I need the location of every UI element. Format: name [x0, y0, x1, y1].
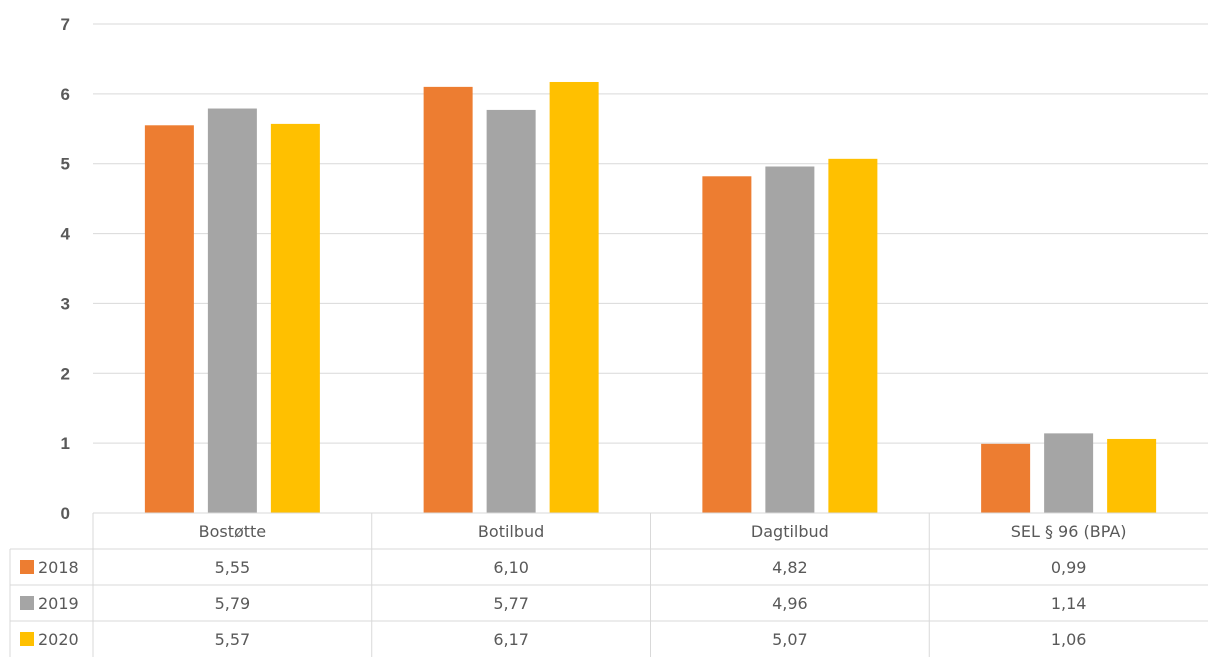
- data-label: 5,55: [215, 558, 251, 577]
- bar-2020: [1107, 438, 1157, 513]
- category-label: Bostøtte: [199, 522, 267, 541]
- category-label: SEL § 96 (BPA): [1011, 522, 1127, 541]
- data-table: Bostøtte Botilbud Dagtilbud SEL § 96 (BPA) 2…: [9, 512, 1208, 657]
- bar-2019: [765, 166, 815, 513]
- data-label: 4,96: [772, 594, 808, 613]
- bar-2018: [981, 443, 1031, 513]
- bar-2019: [207, 108, 257, 513]
- y-tick-label: 3: [61, 294, 70, 313]
- legend-key-2018: [20, 560, 34, 574]
- bars: [144, 81, 1157, 514]
- y-tick-label: 1: [61, 434, 70, 453]
- bar-2020: [549, 81, 599, 513]
- data-label: 1,06: [1051, 630, 1087, 649]
- bar-2020: [828, 158, 878, 513]
- category-label: Dagtilbud: [751, 522, 829, 541]
- data-label: 4,82: [772, 558, 808, 577]
- bar-2018: [702, 176, 752, 513]
- data-label: 5,79: [215, 594, 251, 613]
- y-tick-label: 6: [61, 85, 70, 104]
- data-label: 1,14: [1051, 594, 1087, 613]
- data-label: 6,10: [493, 558, 529, 577]
- bar-2018: [144, 125, 194, 514]
- bar-2019: [1044, 433, 1094, 513]
- y-tick-label: 0: [61, 504, 70, 523]
- data-label: 5,77: [493, 594, 529, 613]
- bar-2019: [486, 109, 536, 513]
- data-label: 5,57: [215, 630, 251, 649]
- y-tick-label: 7: [61, 15, 70, 34]
- legend-key-2020: [20, 632, 34, 646]
- data-label: 6,17: [493, 630, 529, 649]
- y-axis-ticks: 0 1 2 3 4 5 6 7: [61, 15, 71, 523]
- series-label: 2019: [38, 594, 79, 613]
- bar-2020: [270, 123, 320, 513]
- series-label: 2018: [38, 558, 79, 577]
- series-label: 2020: [38, 630, 79, 649]
- y-tick-label: 5: [61, 155, 70, 174]
- legend-key-2019: [20, 596, 34, 610]
- data-label: 5,07: [772, 630, 808, 649]
- data-label: 0,99: [1051, 558, 1087, 577]
- y-tick-label: 2: [61, 364, 70, 383]
- y-tick-label: 4: [61, 225, 71, 244]
- category-label: Botilbud: [478, 522, 544, 541]
- gridlines: [93, 23, 1208, 444]
- bar-2018: [423, 86, 473, 513]
